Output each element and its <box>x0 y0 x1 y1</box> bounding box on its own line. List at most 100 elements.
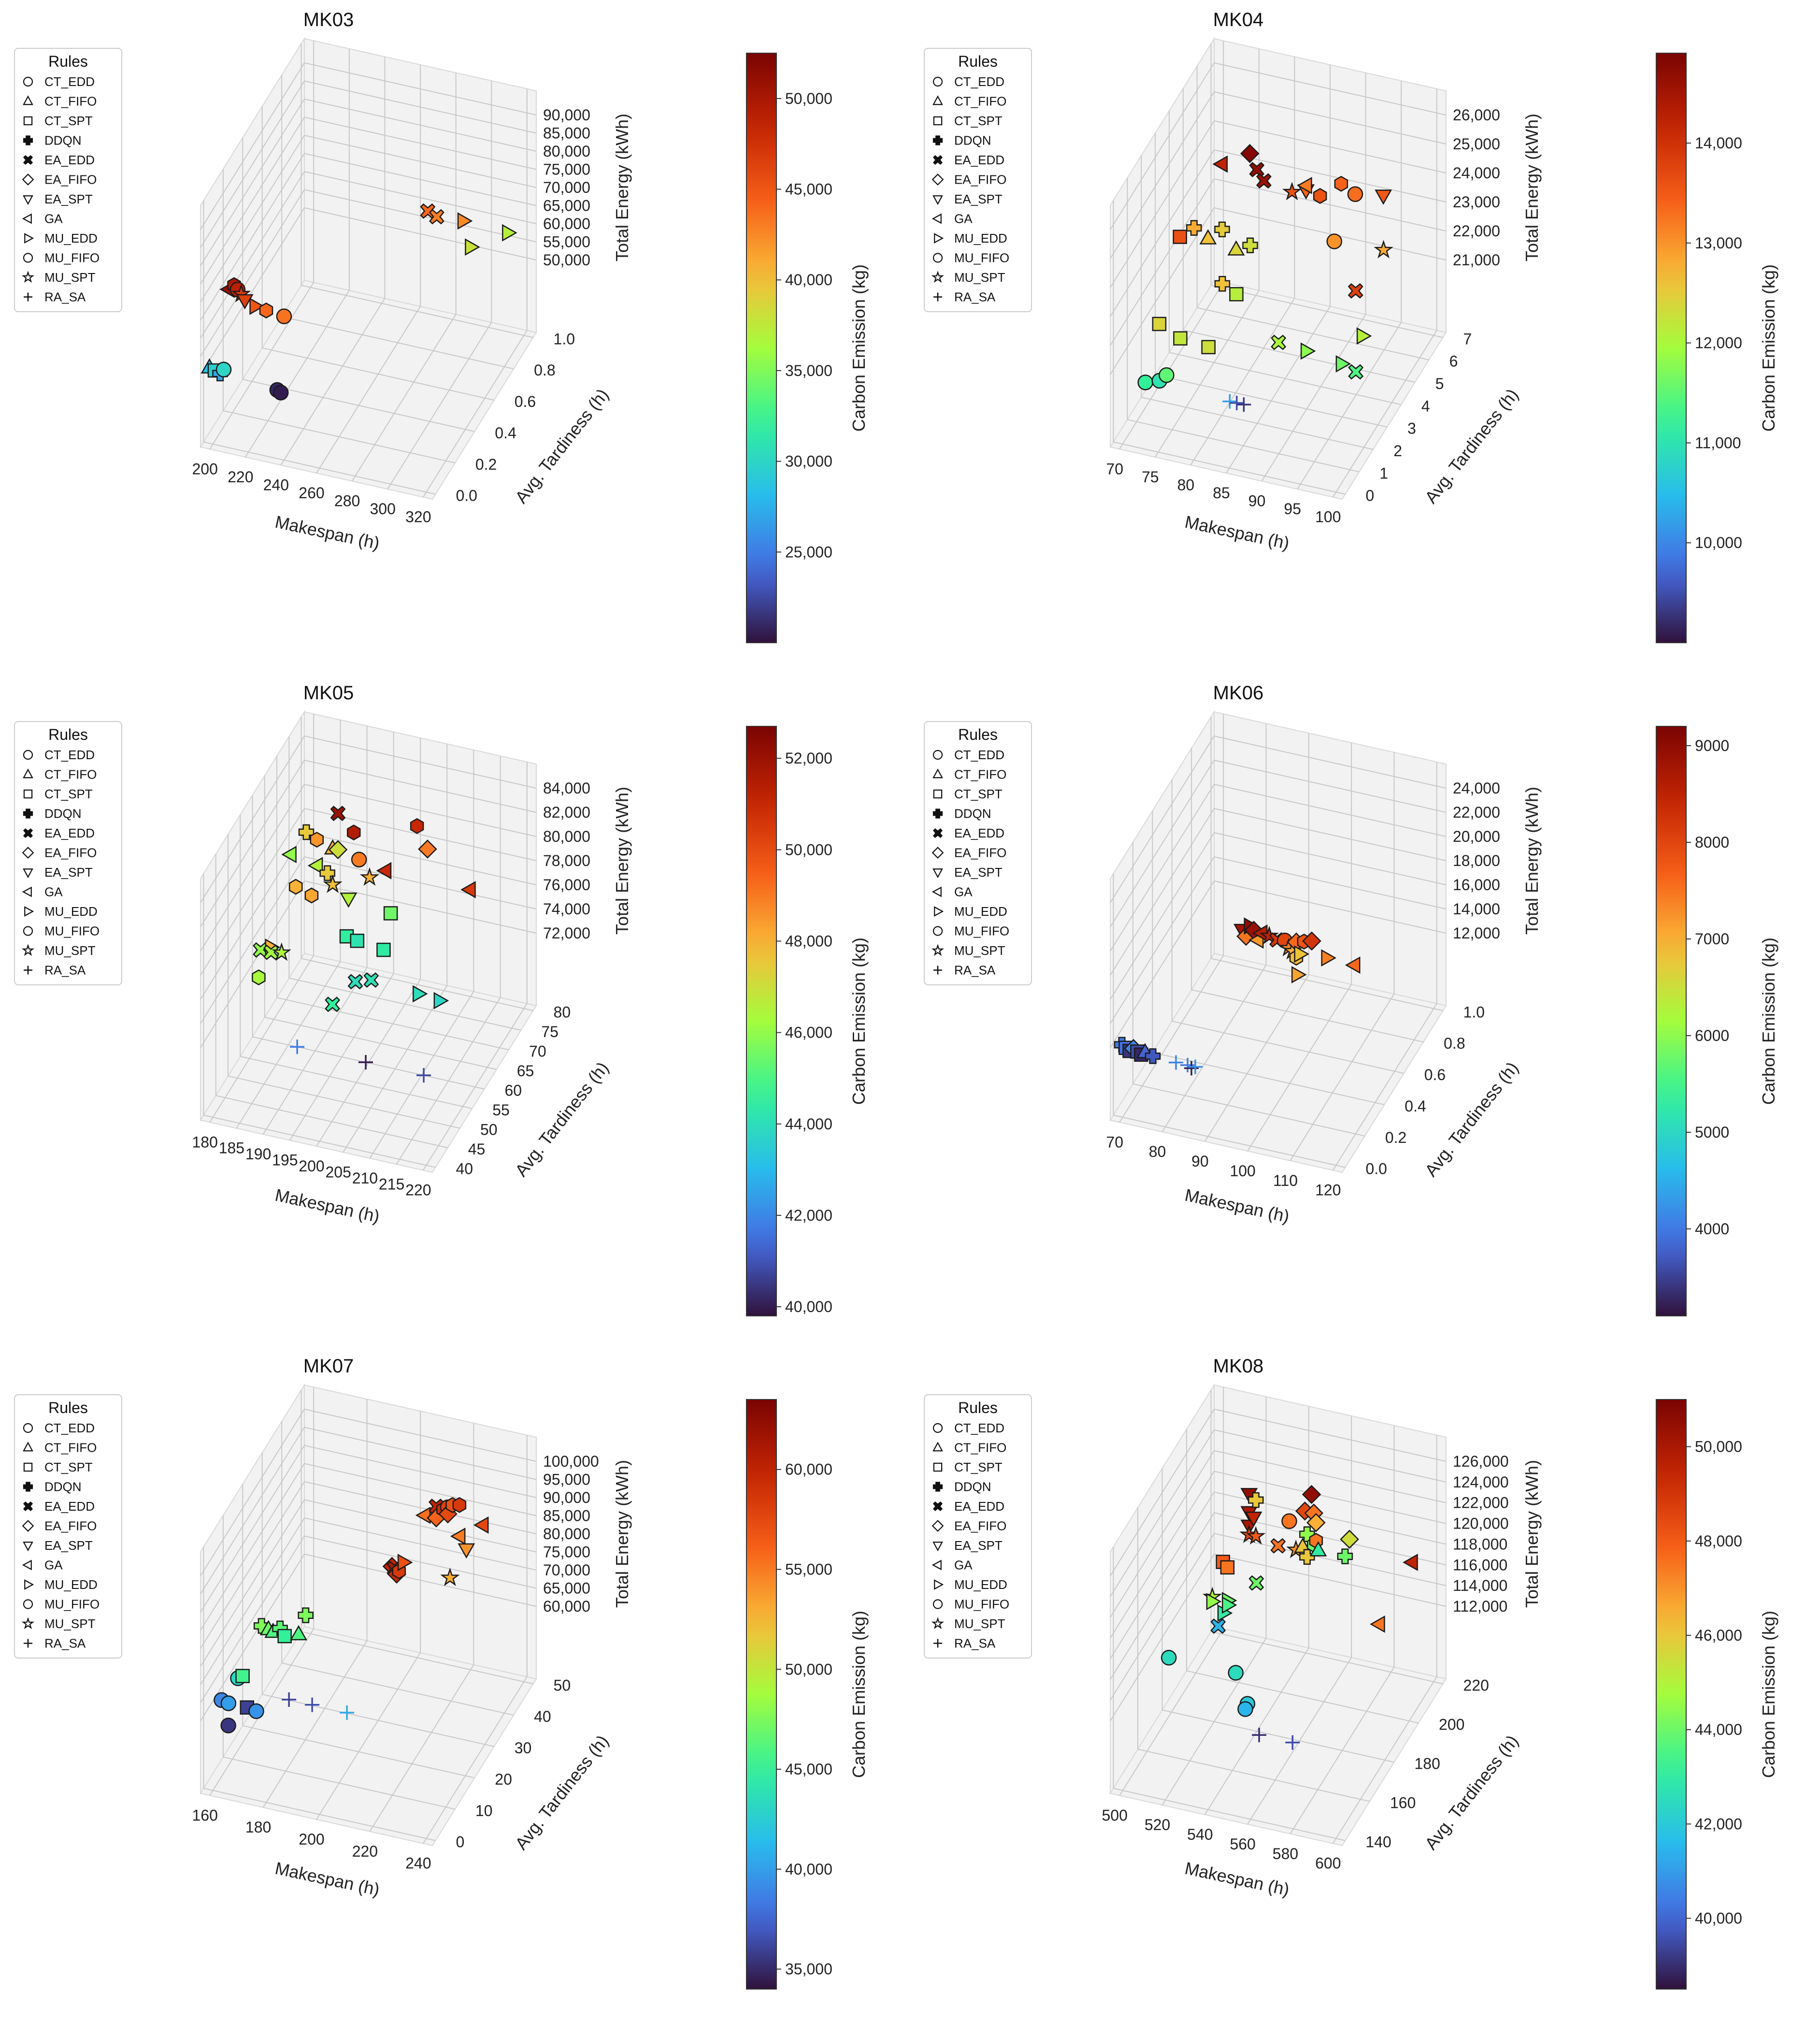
grid-line <box>1110 62 1215 230</box>
grid-line <box>1141 397 1374 450</box>
data-point-ga <box>1297 177 1312 194</box>
data-point-ea_fifo <box>1306 1513 1326 1532</box>
data-point-ct_spt <box>1152 317 1167 332</box>
grid-line <box>1332 1003 1437 1171</box>
data-point-ea_spt <box>458 1543 475 1559</box>
grid-line <box>304 135 537 188</box>
grid-line <box>200 171 305 339</box>
chart-panel-mk05: MK05 180 185 190 195 200 205 210 215 220 40 45 50 55 6… <box>0 673 910 1346</box>
data-point-ea_edd <box>347 974 363 990</box>
z-tick-label: 60,000 <box>543 1598 590 1615</box>
data-point-ea_edd <box>1348 364 1364 380</box>
grid-line <box>1113 1788 1346 1841</box>
x-tick-label: 540 <box>1187 1826 1213 1843</box>
data-point-ct_spt <box>1229 287 1244 302</box>
y-tick-label: 0.2 <box>1385 1129 1406 1146</box>
grid-line <box>304 207 537 260</box>
grid-line <box>1214 207 1447 260</box>
rules-legend: Rules CT_EDD CT_FIFO CT_SPT DDQN EA_EDD EA_FIF… <box>14 721 122 985</box>
colorbar-tick-label: 35,000 <box>785 362 832 379</box>
rules-legend: Rules CT_EDD CT_FIFO CT_SPT DDQN EA_EDD EA_FIF… <box>924 48 1032 312</box>
grid-line <box>1214 62 1447 115</box>
z-tick-label: 122,000 <box>1453 1494 1509 1512</box>
colorbar-tick-label: 44,000 <box>1695 1721 1742 1738</box>
grid-line <box>200 1463 305 1631</box>
data-point-mu_spt <box>1246 1526 1266 1545</box>
x-tick-label: 180 <box>245 1818 271 1836</box>
grid-line <box>203 1788 436 1841</box>
colorbar-tick-label: 50,000 <box>785 90 832 107</box>
colorbar-tick-label: 48,000 <box>1695 1532 1742 1550</box>
grid-line <box>200 62 305 230</box>
legend-label: CT_FIFO <box>44 767 97 782</box>
grid-line <box>240 1056 473 1110</box>
data-point-ga <box>1212 155 1228 173</box>
legend-marker-mu_fifo <box>932 926 943 936</box>
grid-line <box>1119 955 1224 1123</box>
grid-line <box>1110 808 1215 976</box>
grid-line <box>1132 1083 1365 1137</box>
grid-line <box>422 330 528 498</box>
colorbar-tick-label: 46,000 <box>785 1024 832 1041</box>
legend-label: DDQN <box>954 807 991 821</box>
legend-marker-ra_sa <box>933 966 942 975</box>
x-tick-label: 80 <box>1177 476 1195 493</box>
legend-marker-ct_edd <box>932 1423 943 1433</box>
legend-marker-ct_edd <box>23 76 33 87</box>
grid-line <box>1214 856 1447 909</box>
legend-marker-ga <box>22 213 32 224</box>
legend-title: Rules <box>48 1399 88 1416</box>
legend-marker-ct_edd <box>932 750 943 760</box>
grid-line <box>304 153 537 206</box>
z-tick-label: 23,000 <box>1453 193 1500 211</box>
legend-label: CT_SPT <box>44 114 93 128</box>
grid-line <box>1169 352 1402 405</box>
legend-label: MU_SPT <box>44 1616 96 1631</box>
legend-label: EA_EDD <box>954 1499 1004 1514</box>
legend-label: CT_EDD <box>954 748 1004 762</box>
legend-label: MU_SPT <box>954 1616 1005 1631</box>
data-point-mu_edd <box>457 212 473 230</box>
legend-marker-ea_spt <box>932 195 943 205</box>
legend-marker-ra_sa <box>933 292 942 302</box>
grid-line <box>200 784 305 952</box>
z-tick-label: 85,000 <box>543 125 590 142</box>
grid-line <box>1214 120 1447 173</box>
legend-marker-ct_fifo <box>932 95 943 105</box>
legend-label: GA <box>954 1558 973 1573</box>
data-point-mu_edd <box>1356 327 1372 345</box>
data-point-mu_fifo <box>310 832 324 848</box>
x-tick-label: 200 <box>192 460 218 477</box>
legend-marker-ea_spt <box>23 1542 33 1552</box>
data-point-ct_edd <box>220 1695 237 1711</box>
grid-line <box>1214 736 1447 789</box>
y-tick-label: 75 <box>541 1023 559 1040</box>
grid-line <box>1214 1450 1447 1503</box>
x-tick-label: 75 <box>1142 468 1159 486</box>
legend-label: CT_SPT <box>954 1460 1003 1474</box>
grid-line <box>215 1095 448 1149</box>
data-point-mu_edd <box>1206 1593 1222 1610</box>
z-axis-label: Total Energy (kWh) <box>612 1460 632 1608</box>
data-point-ct_edd <box>215 361 232 378</box>
grid-line <box>1183 330 1416 383</box>
data-point-mu_edd <box>413 985 428 1003</box>
data-point-ra_sa <box>1169 1055 1183 1070</box>
legend-marker-ea_edd <box>932 155 943 165</box>
colorbar-tick-label: 10,000 <box>1695 534 1742 551</box>
grid-line <box>1110 178 1215 346</box>
data-point-ra_sa <box>1222 394 1237 409</box>
grid-line <box>351 314 457 482</box>
z-tick-label: 65,000 <box>543 197 590 215</box>
data-point-ea_edd <box>429 209 444 225</box>
data-point-mu_edd <box>1335 355 1351 373</box>
legend-label: RA_SA <box>954 1636 996 1651</box>
legend-marker-ra_sa <box>24 966 32 975</box>
grid-line <box>1113 441 1346 495</box>
data-point-mu_fifo <box>304 887 319 904</box>
data-point-mu_edd <box>249 297 265 315</box>
grid-line <box>228 1075 460 1129</box>
legend-label: RA_SA <box>44 290 86 304</box>
data-point-mu_spt <box>272 942 291 961</box>
grid-line <box>200 1554 305 1721</box>
